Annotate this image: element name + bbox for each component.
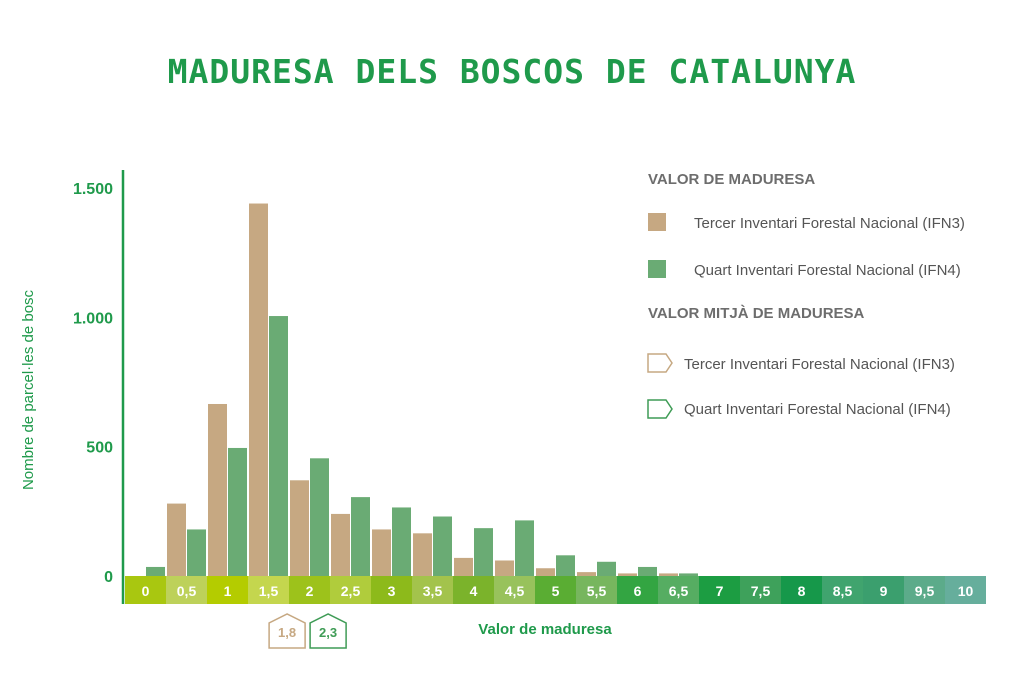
y-tick-label: 500 (86, 440, 113, 457)
bar-ifn3 (618, 573, 637, 576)
bar-ifn4 (433, 516, 452, 576)
x-category-cell (289, 576, 330, 604)
x-category-cell (904, 576, 945, 604)
x-category-cell (125, 576, 166, 604)
x-tick-label: 4 (470, 583, 478, 599)
y-tick-label: 1.000 (73, 310, 113, 327)
x-category-cell (740, 576, 781, 604)
legend: VALOR DE MADURESA Tercer Inventari Fores… (647, 171, 965, 419)
x-tick-label: 2 (306, 583, 314, 599)
bar-ifn3 (659, 573, 678, 576)
mean-value-ifn3: 1,8 (278, 625, 296, 640)
x-category-cell (658, 576, 699, 604)
x-tick-label: 4,5 (505, 583, 525, 599)
bar-ifn3 (495, 560, 514, 576)
bar-ifn3 (167, 503, 186, 576)
legend-swatch-ifn4 (648, 260, 666, 278)
x-axis-label: Valor de maduresa (478, 621, 612, 638)
x-tick-label: 0 (142, 583, 150, 599)
legend-label-ifn3: Tercer Inventari Forestal Nacional (IFN3… (694, 215, 965, 232)
bar-ifn4 (351, 497, 370, 576)
bar-ifn3 (577, 572, 596, 576)
legend-section-value-title: VALOR DE MADURESA (648, 171, 815, 188)
legend-mean-marker-ifn3 (647, 353, 673, 373)
bar-ifn4 (597, 561, 616, 576)
bar-ifn4 (146, 566, 165, 576)
bar-ifn3 (536, 568, 555, 576)
x-tick-label: 0,5 (177, 583, 197, 599)
x-tick-label: 9,5 (915, 583, 935, 599)
x-tick-label: 1 (224, 583, 232, 599)
x-category-cell (617, 576, 658, 604)
legend-mean-label-ifn3: Tercer Inventari Forestal Nacional (IFN3… (684, 356, 955, 373)
bar-ifn4 (310, 458, 329, 576)
x-category-cell (453, 576, 494, 604)
x-category-cell (863, 576, 904, 604)
bar-ifn3 (454, 557, 473, 576)
mean-marker-ifn4 (309, 613, 347, 649)
x-tick-label: 8 (798, 583, 806, 599)
x-category-cell (945, 576, 986, 604)
legend-mean-label-ifn4: Quart Inventari Forestal Nacional (IFN4) (684, 401, 951, 418)
x-tick-label: 1,5 (259, 583, 279, 599)
mean-value-ifn4: 2,3 (319, 625, 337, 640)
bar-ifn3 (290, 480, 309, 576)
x-tick-label: 5 (552, 583, 560, 599)
bar-ifn4 (187, 529, 206, 576)
legend-label-ifn4: Quart Inventari Forestal Nacional (IFN4) (694, 262, 961, 279)
y-axis-label: Nombre de parcel·les de bosc (20, 289, 37, 490)
bar-ifn3 (208, 403, 227, 576)
bar-ifn4 (679, 573, 698, 576)
legend-mean-marker-ifn4 (647, 399, 673, 419)
x-tick-label: 9 (880, 583, 888, 599)
x-category-cell (699, 576, 740, 604)
mean-marker-ifn3 (268, 613, 306, 649)
bar-ifn4 (228, 447, 247, 576)
x-category-cell (207, 576, 248, 604)
x-category-cell (535, 576, 576, 604)
bar-ifn3 (249, 203, 268, 576)
x-tick-label: 8,5 (833, 583, 853, 599)
bar-ifn4 (474, 528, 493, 576)
bar-ifn4 (638, 566, 657, 576)
x-tick-label: 6 (634, 583, 642, 599)
x-category-cell (248, 576, 289, 604)
x-category-cell (412, 576, 453, 604)
bar-ifn3 (413, 533, 432, 576)
bar-ifn4 (392, 507, 411, 576)
bar-ifn3 (372, 529, 391, 576)
x-category-cell (371, 576, 412, 604)
legend-section-mean-title: VALOR MITJÀ DE MADURESA (648, 305, 865, 322)
x-tick-label: 10 (958, 583, 974, 599)
y-tick-label: 0 (104, 569, 113, 586)
y-tick-label: 1.500 (73, 181, 113, 198)
bar-ifn4 (269, 316, 288, 576)
x-tick-label: 7 (716, 583, 724, 599)
x-tick-label: 3 (388, 583, 396, 599)
chart-title: MADURESA DELS BOSCOS DE CATALUNYA (167, 52, 857, 91)
bar-ifn3 (331, 513, 350, 576)
x-category-cell (576, 576, 617, 604)
legend-swatch-ifn3 (648, 213, 666, 231)
x-category-cell (494, 576, 535, 604)
x-tick-label: 5,5 (587, 583, 607, 599)
x-tick-label: 2,5 (341, 583, 361, 599)
x-tick-label: 6,5 (669, 583, 689, 599)
bar-ifn4 (556, 555, 575, 576)
x-tick-label: 7,5 (751, 583, 771, 599)
x-tick-label: 3,5 (423, 583, 443, 599)
x-category-cell (781, 576, 822, 604)
x-category-cell (822, 576, 863, 604)
bar-ifn4 (515, 520, 534, 576)
x-category-cell (166, 576, 207, 604)
x-category-cell (330, 576, 371, 604)
